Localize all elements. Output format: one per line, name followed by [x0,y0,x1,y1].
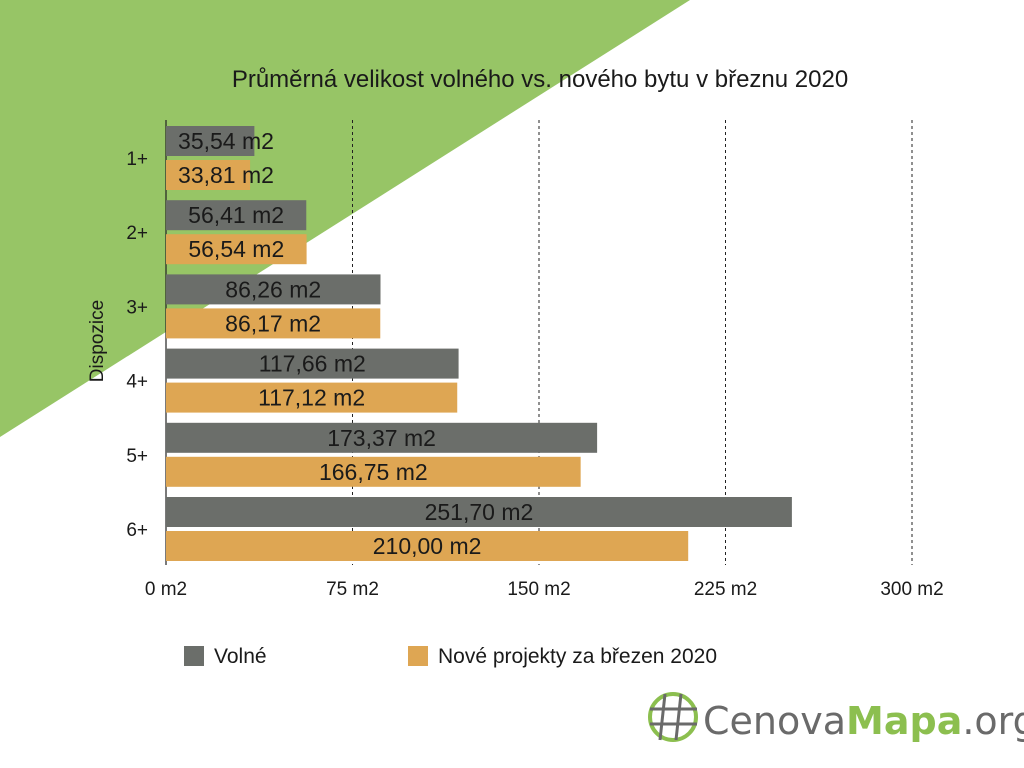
logo-text-mapa: Mapa [846,699,962,743]
bar-value-label: 117,12 m2 [258,385,365,411]
bar-nove [166,234,307,265]
legend-label-nove: Nové projekty za březen 2020 [438,645,717,668]
svg-text:CenovaMapa.org: CenovaMapa.org [703,699,1024,743]
category-labels: 1+ 2+ 3+ 4+ 5+ 6+ [126,149,148,541]
category-label: 3+ [126,297,148,318]
bar-value-label: 86,26 m2 [225,276,321,302]
bar-value-label: 117,66 m2 [259,351,366,377]
bar-value-label: 35,54 m2 [178,128,274,154]
bar-value-label: 166,75 m2 [319,459,428,485]
bar-volne [166,348,459,379]
bar-nove [166,308,381,339]
bar-volne [166,200,307,231]
bar-value-label: 86,17 m2 [225,310,321,336]
x-tick-label: 300 m2 [880,579,943,600]
bar-value-label: 251,70 m2 [425,499,534,525]
chart-title: Průměrná velikost volného vs. nového byt… [232,66,848,93]
bar-value-label: 56,54 m2 [188,236,284,262]
grid-lines [165,120,913,565]
bar-volne [166,422,598,453]
legend-swatch-nove [408,646,428,666]
bar-value-label: 33,81 m2 [178,162,274,188]
x-axis-ticks: 0 m2 75 m2 150 m2 225 m2 300 m2 [145,579,944,600]
globe-grid-icon [648,692,698,742]
category-label: 1+ [126,149,148,170]
x-tick-label: 75 m2 [326,579,379,600]
bars: 35,54 m2 33,81 m2 56,41 m2 56,54 m2 86,26 m2… [166,126,792,561]
logo-text-org: .org [962,699,1024,743]
legend: Volné Nové projekty za březen 2020 [184,645,717,668]
category-label: 6+ [126,520,148,541]
category-label: 5+ [126,446,148,467]
legend-label-volne: Volné [214,645,267,668]
x-tick-label: 0 m2 [145,579,187,600]
bar-value-label: 173,37 m2 [327,425,436,451]
x-tick-label: 150 m2 [507,579,570,600]
bar-value-label: 210,00 m2 [373,533,482,559]
bar-value-label: 56,41 m2 [188,202,284,228]
legend-swatch-volne [184,646,204,666]
bar-volne [166,497,792,527]
cenovamapa-logo: CenovaMapa.org [648,692,1024,743]
bar-volne [166,126,255,156]
bar-nove [166,160,251,190]
bar-nove [166,456,581,487]
logo-text-cenova: Cenova [703,699,846,743]
category-label: 4+ [126,372,148,393]
category-label: 2+ [126,223,148,244]
bar-nove [166,531,689,561]
bar-nove [166,382,458,413]
x-tick-label: 225 m2 [694,579,757,600]
y-axis-label: Dispozice [87,300,108,382]
bar-volne [166,274,381,305]
